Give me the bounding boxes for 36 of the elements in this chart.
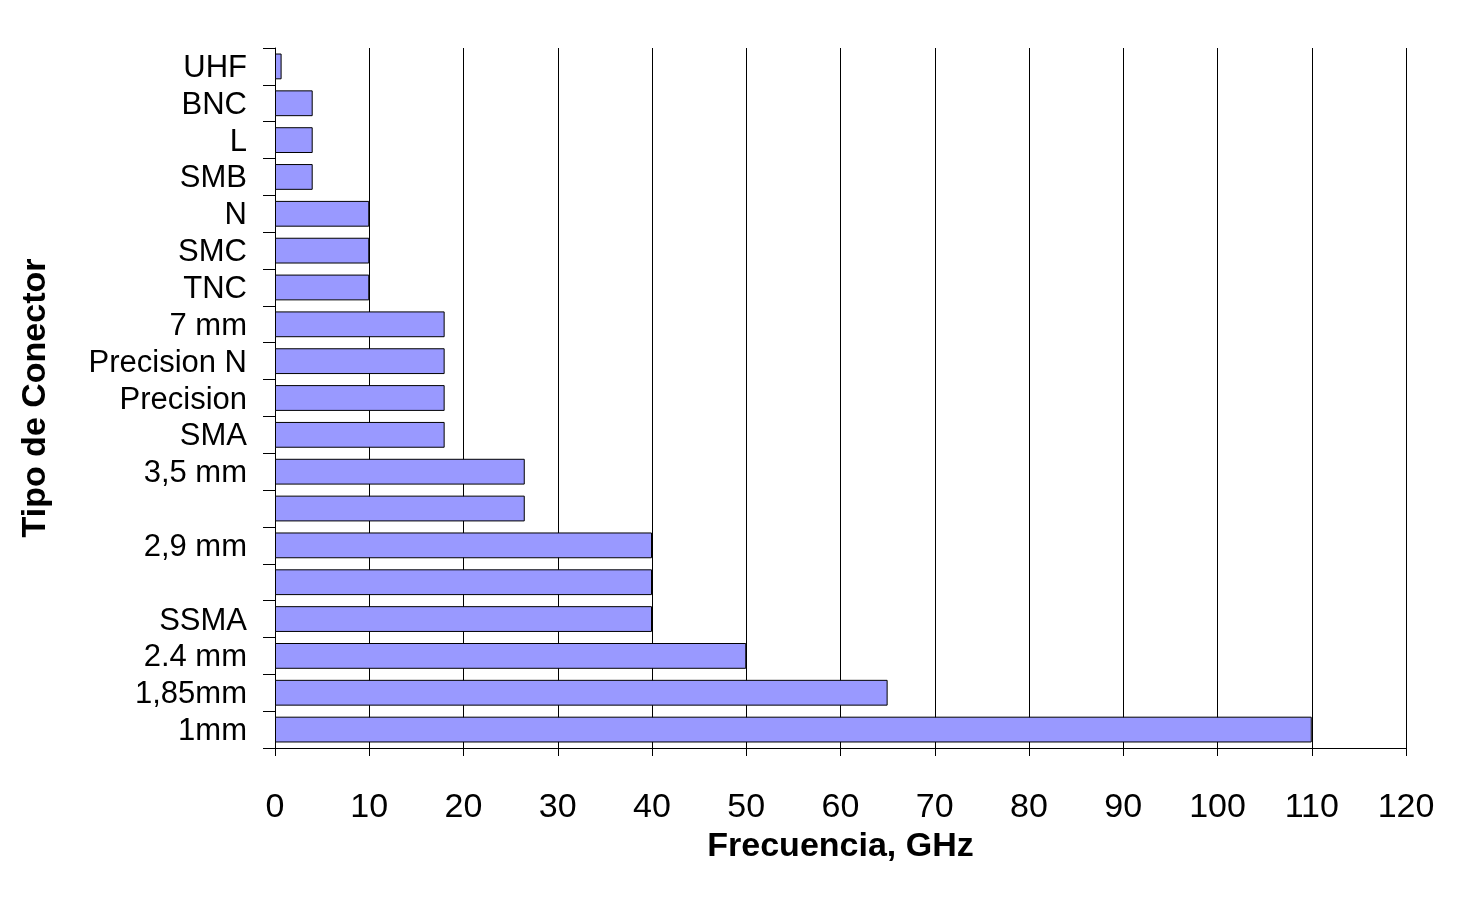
x-tick-label: 80: [1010, 786, 1048, 824]
y-tick-label: 7 mm: [169, 306, 247, 342]
x-tick-label: 10: [350, 786, 389, 824]
x-tick-label: 40: [633, 786, 671, 824]
y-tick-label: 3,5 mm: [143, 454, 247, 490]
x-tick-label: 30: [538, 786, 577, 824]
y-tick-label: TNC: [183, 269, 247, 305]
x-tick-label: 110: [1284, 786, 1339, 824]
y-tick-label: Precision: [119, 380, 247, 416]
y-tick-label: BNC: [181, 85, 247, 121]
x-tick-label: 0: [265, 786, 285, 824]
bar: [275, 164, 313, 190]
y-tick-label: L: [229, 122, 247, 158]
y-tick-label: 1,85mm: [135, 675, 247, 711]
y-tick-label: Precision N: [88, 343, 247, 379]
bar: [275, 90, 313, 117]
y-tick-label: UHF: [183, 48, 247, 84]
x-tick-label: 60: [821, 786, 860, 824]
bar: [275, 53, 282, 80]
x-tick-label: 90: [1104, 786, 1143, 824]
y-tick-label: N: [224, 196, 247, 232]
y-tick-label: SMC: [178, 233, 247, 269]
bar: [275, 127, 313, 153]
y-axis-title: Tipo de Conector: [14, 258, 52, 538]
y-tick-label: 1mm: [178, 712, 247, 748]
y-tick-label: SMB: [179, 159, 247, 195]
x-tick-label: 100: [1189, 786, 1246, 824]
x-axis-title: Frecuencia, GHz: [707, 824, 974, 863]
x-tick-label: 120: [1377, 786, 1435, 824]
x-tick-label: 50: [727, 786, 766, 824]
x-tick-label: 70: [915, 786, 954, 824]
x-tick-label: 20: [444, 786, 483, 824]
y-tick-label: 2.4 mm: [143, 638, 247, 674]
y-tick-label: SSMA: [159, 601, 248, 637]
y-tick-label: 2,9 mm: [143, 527, 247, 563]
y-tick-label: SMA: [179, 417, 248, 453]
